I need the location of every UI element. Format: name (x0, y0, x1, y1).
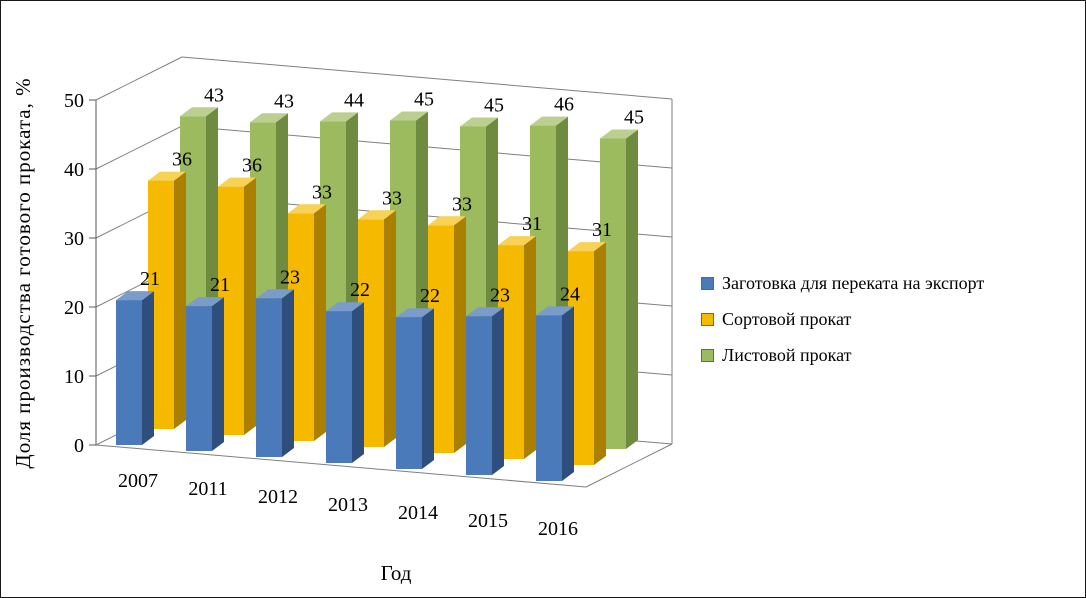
bar-top-face (148, 171, 186, 181)
category-label: 2016 (538, 518, 578, 540)
y-tick-label: 30 (64, 228, 84, 250)
bar-top-face (180, 107, 218, 117)
bar-top-face (358, 210, 396, 220)
value-label: 46 (554, 94, 574, 116)
bar-top-face (568, 242, 606, 252)
bar-side-face (524, 236, 536, 459)
bar-top-face (288, 204, 326, 214)
legend-swatch (701, 277, 714, 290)
category-label: 2012 (258, 486, 298, 508)
value-label: 33 (312, 181, 332, 203)
value-label: 31 (522, 213, 542, 235)
bar-top-face (460, 117, 498, 127)
y-tick-label: 0 (74, 435, 84, 457)
bar-top-face (390, 111, 428, 121)
value-label: 23 (490, 284, 510, 306)
bar (466, 316, 492, 475)
x-axis-title: Год (380, 561, 412, 585)
value-label: 44 (344, 89, 364, 111)
bar-top-face (186, 297, 224, 307)
value-label: 21 (210, 274, 230, 296)
value-label: 45 (484, 95, 504, 117)
bar-side-face (626, 129, 638, 449)
bar-side-face (314, 204, 326, 441)
legend-item: Листовой прокат (701, 345, 984, 366)
bar-side-face (594, 242, 606, 465)
bar-top-face (536, 306, 574, 316)
bar-side-face (352, 302, 364, 463)
value-label: 31 (592, 219, 612, 241)
bar (256, 298, 282, 457)
gridline (95, 56, 183, 101)
gridline (95, 125, 183, 170)
category-label: 2011 (188, 478, 227, 500)
value-label: 45 (414, 89, 434, 111)
value-label: 33 (452, 193, 472, 215)
bar-top-face (600, 129, 638, 139)
legend-label: Сортовой прокат (722, 309, 852, 329)
category-label: 2015 (468, 510, 508, 532)
y-tick-label: 20 (64, 297, 84, 319)
value-label: 24 (560, 283, 580, 305)
bar-top-face (396, 308, 434, 318)
bar-top-face (498, 236, 536, 246)
legend: Заготовка для переката на экспорт Сортово… (701, 273, 984, 366)
bar-side-face (244, 177, 256, 435)
bar-top-face (116, 291, 154, 301)
bar-top-face (218, 177, 256, 187)
bar (186, 306, 212, 451)
bar-side-face (422, 308, 434, 469)
value-label: 36 (242, 155, 262, 177)
bar-side-face (454, 216, 466, 453)
value-label: 22 (420, 285, 440, 307)
bar-top-face (326, 302, 364, 312)
floor-edge (95, 444, 587, 488)
y-tick-label: 50 (64, 90, 84, 112)
bar-side-face (492, 307, 504, 475)
category-label: 2013 (328, 494, 368, 516)
category-label: 2007 (118, 470, 158, 492)
bar (396, 317, 422, 469)
legend-label: Листовой прокат (722, 345, 852, 365)
value-label: 43 (204, 84, 224, 106)
value-label: 33 (382, 187, 402, 209)
floor-edge (585, 443, 673, 488)
bar-side-face (384, 210, 396, 447)
y-tick-label: 40 (64, 159, 84, 181)
y-tick-label: 10 (64, 366, 84, 388)
bar-top-face (320, 112, 358, 122)
bar (326, 311, 352, 463)
bar-top-face (428, 216, 466, 226)
bar-side-face (562, 306, 574, 481)
value-label: 23 (280, 266, 300, 288)
bar-side-face (142, 291, 154, 445)
bar-side-face (282, 289, 294, 457)
bar-top-face (256, 289, 294, 299)
category-label: 2014 (398, 502, 438, 524)
legend-item: Заготовка для переката на экспорт (701, 273, 984, 294)
legend-swatch (701, 349, 714, 362)
bar-side-face (212, 297, 224, 451)
bar-side-face (174, 171, 186, 429)
bar (536, 315, 562, 481)
gridline (181, 56, 673, 100)
y-axis-title: Доля производства готового проката, % (11, 77, 35, 469)
bar-top-face (530, 116, 568, 126)
bar-top-face (250, 113, 288, 123)
value-label: 21 (140, 268, 160, 290)
value-label: 22 (350, 279, 370, 301)
bar-top-face (466, 307, 504, 317)
bar (116, 300, 142, 445)
legend-item: Сортовой прокат (701, 309, 984, 330)
legend-label: Заготовка для переката на экспорт (722, 273, 985, 293)
legend-swatch (701, 313, 714, 326)
value-label: 36 (172, 149, 192, 171)
value-label: 45 (624, 107, 644, 129)
value-label: 43 (274, 90, 294, 112)
